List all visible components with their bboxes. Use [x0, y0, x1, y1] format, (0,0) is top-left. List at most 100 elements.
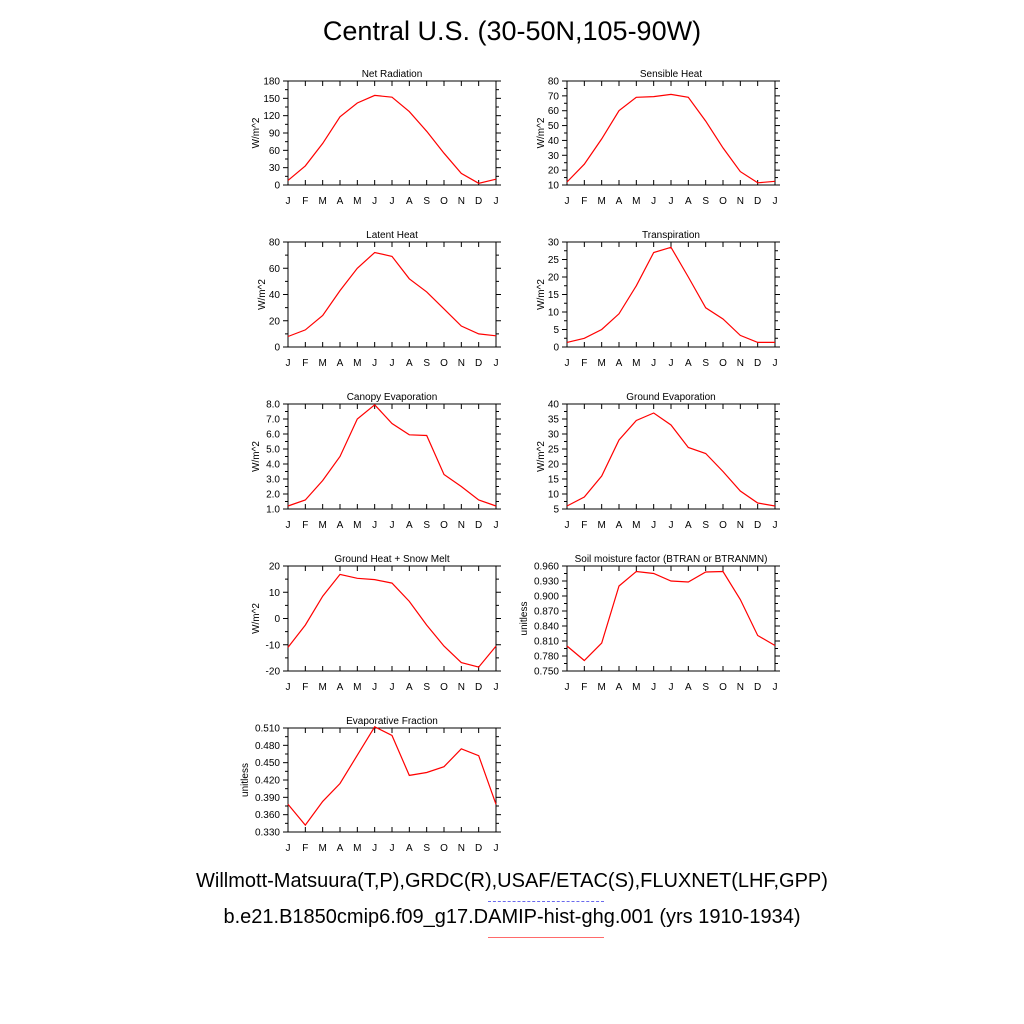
panel-6-xtick-label: M [632, 520, 640, 531]
panel-8-xtick-label: A [616, 682, 623, 693]
panel-7-xtick-label: A [337, 682, 344, 693]
panel-8-ylabel: unitless [519, 602, 530, 636]
panel-2-ytick-label: 70 [548, 91, 560, 102]
panel-8-xtick-label: F [581, 682, 587, 693]
panel-3-xtick-label: M [318, 358, 326, 369]
panel-7-ytick-label: -10 [266, 640, 281, 651]
panel-3-xtick-label: M [353, 358, 361, 369]
panel-4-ytick-label: 30 [548, 238, 560, 249]
panel-6-xtick-label: A [616, 520, 623, 531]
panel-8-frame [566, 565, 776, 672]
panel-7-ylabel: W/m^2 [251, 603, 262, 634]
panel-7-xtick-label: O [440, 682, 448, 693]
panel-2-ytick-label: 60 [548, 106, 560, 117]
panel-9-xtick-label: J [372, 843, 377, 854]
panel-4-ytick-label: 20 [548, 273, 560, 284]
panel-3-ytick-label: 40 [269, 290, 281, 301]
panel-4-ytick-label: 25 [548, 255, 560, 266]
panel-4-ytick-label: 5 [553, 325, 559, 336]
panel-5-ytick-label: 6.0 [266, 430, 280, 441]
panel-6-ytick-label: 35 [548, 415, 560, 426]
panel-5-ytick-label: 5.0 [266, 445, 280, 456]
panel-3-xtick-label: J [286, 358, 291, 369]
panel-1-xtick-label: M [318, 196, 326, 207]
panel-3-ylabel: W/m^2 [257, 279, 268, 310]
panel-5-xtick-label: F [302, 520, 308, 531]
panel-6-xtick-label: D [754, 520, 761, 531]
panel-8-xtick-label: J [773, 682, 778, 693]
panel-6-title: Ground Evaporation [626, 392, 716, 403]
panel-6-xtick-label: O [719, 520, 727, 531]
panel-6-ytick-label: 25 [548, 445, 560, 456]
panel-1-xtick-label: J [372, 196, 377, 207]
panel-6-ytick-label: 40 [548, 400, 560, 411]
panel-8-xtick-label: J [565, 682, 570, 693]
panel-5-ylabel: W/m^2 [251, 441, 262, 472]
panel-3-xtick-label: A [406, 358, 413, 369]
panel-3-xtick-label: J [494, 358, 499, 369]
panel-8-xtick-label: M [632, 682, 640, 693]
panel-9-xtick-label: A [406, 843, 413, 854]
panel-8-ytick-label: 0.900 [534, 592, 559, 603]
panel-2-xtick-label: A [685, 196, 692, 207]
panel-4-xtick-label: J [565, 358, 570, 369]
panel-1-xtick-label: J [286, 196, 291, 207]
panel-1-xtick-label: A [406, 196, 413, 207]
panel-2-ylabel: W/m^2 [536, 117, 547, 148]
panel-6-ytick-label: 30 [548, 430, 560, 441]
panel-5-xtick-label: M [318, 520, 326, 531]
panel-8-xtick-label: S [702, 682, 709, 693]
panel-1-xtick-label: O [440, 196, 448, 207]
panel-2-ytick-label: 40 [548, 136, 560, 147]
panel-3-xtick-label: O [440, 358, 448, 369]
panel-4-xtick-label: S [702, 358, 709, 369]
panel-9-xtick-label: M [318, 843, 326, 854]
panel-2-series-line [566, 93, 776, 184]
panel-1-title: Net Radiation [362, 69, 423, 80]
panel-9-ytick-label: 0.360 [255, 810, 280, 821]
panel-5-ytick-label: 8.0 [266, 400, 280, 411]
panel-2-ytick-label: 50 [548, 121, 560, 132]
panel-2-xtick-label: O [719, 196, 727, 207]
panel-9-xtick-label: J [494, 843, 499, 854]
panel-8-series-line [566, 570, 776, 662]
panel-3-xtick-label: D [475, 358, 482, 369]
panel-6-ytick-label: 10 [548, 490, 560, 501]
panel-1-xtick-label: A [337, 196, 344, 207]
panel-6-series-line [566, 412, 776, 507]
panel-9-ylabel: unitless [240, 763, 251, 797]
panel-4-ytick-label: 0 [553, 343, 559, 354]
panel-1-xtick-label: N [458, 196, 465, 207]
panel-8-ytick-label: 0.960 [534, 562, 559, 573]
panel-6-xtick-label: A [685, 520, 692, 531]
panel-7-xtick-label: M [318, 682, 326, 693]
panel-6-xtick-label: M [597, 520, 605, 531]
panel-3-xtick-label: A [337, 358, 344, 369]
panel-1-ytick-label: 90 [269, 129, 281, 140]
panel-3-title: Latent Heat [366, 230, 418, 241]
panel-1-series-line [287, 94, 497, 184]
panel-4-xtick-label: J [669, 358, 674, 369]
panel-9-ytick-label: 0.390 [255, 793, 280, 804]
panel-5-xtick-label: J [390, 520, 395, 531]
panel-8-ytick-label: 0.750 [534, 667, 559, 678]
panel-8-xtick-label: M [597, 682, 605, 693]
panel-3-series-line [287, 251, 497, 338]
panel-5-ytick-label: 1.0 [266, 505, 280, 516]
panel-8-xtick-label: J [651, 682, 656, 693]
panel-2-xtick-label: N [737, 196, 744, 207]
panel-7-series-line [287, 573, 497, 668]
panel-8-ytick-label: 0.780 [534, 652, 559, 663]
panel-7-xtick-label: J [494, 682, 499, 693]
panel-7-xtick-label: J [286, 682, 291, 693]
panel-2-xtick-label: J [565, 196, 570, 207]
panel-9-xtick-label: N [458, 843, 465, 854]
panel-7-title: Ground Heat + Snow Melt [334, 554, 450, 565]
panel-5-xtick-label: J [286, 520, 291, 531]
panel-6-ytick-label: 15 [548, 475, 560, 486]
panel-2-xtick-label: M [597, 196, 605, 207]
panel-2-ytick-label: 80 [548, 77, 560, 88]
panel-6-ytick-label: 5 [553, 505, 559, 516]
page-title: Central U.S. (30-50N,105-90W) [322, 16, 702, 46]
panel-3-xtick-label: J [390, 358, 395, 369]
